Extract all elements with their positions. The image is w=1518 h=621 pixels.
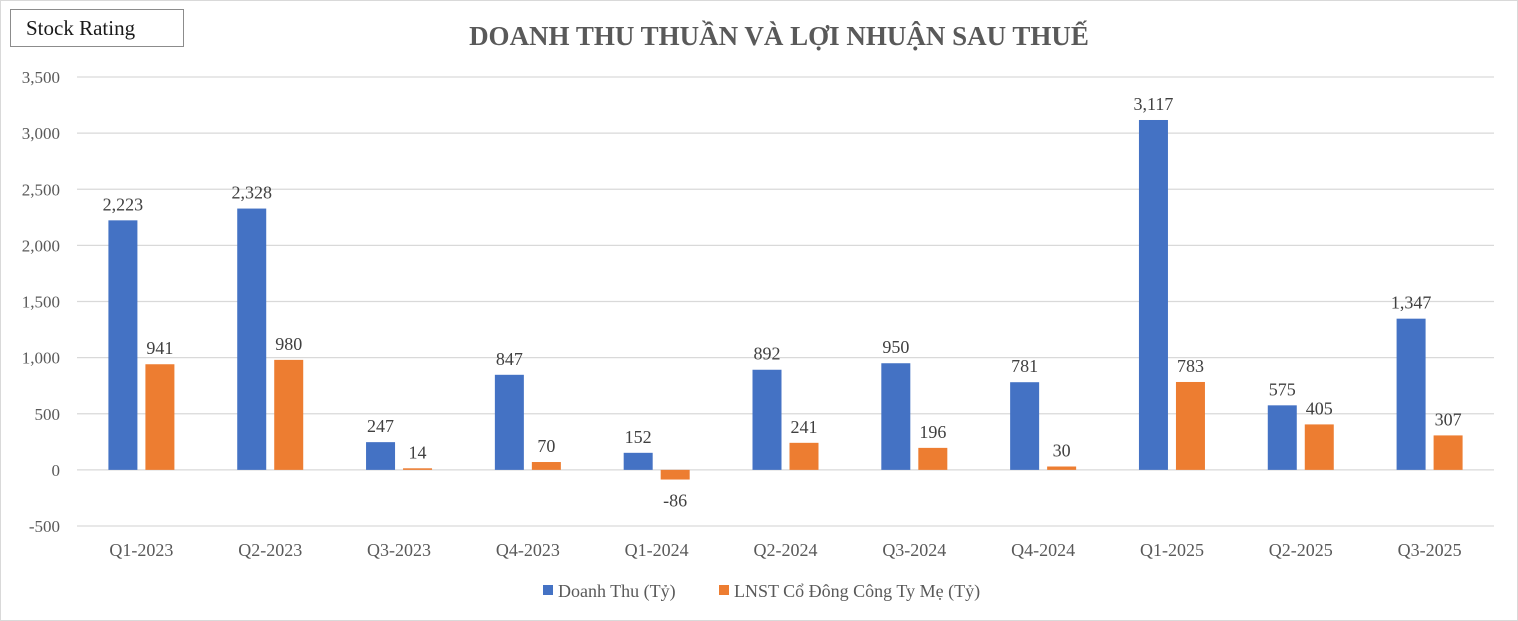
y-tick-label: 3,500: [22, 68, 60, 87]
x-tick-label: Q3-2023: [367, 540, 431, 560]
data-label: 783: [1177, 356, 1204, 376]
bar-doanh-thu-q2-2023: [237, 208, 267, 470]
x-tick-label: Q4-2024: [1011, 540, 1075, 560]
data-label: 307: [1435, 409, 1462, 429]
data-label: 575: [1269, 379, 1296, 399]
bar-lnst-q3-2025: [1433, 435, 1463, 470]
y-tick-label: 2,500: [22, 180, 60, 199]
legend-swatch: [543, 585, 553, 595]
bar-doanh-thu-q2-2024: [752, 369, 782, 470]
y-tick-label: 1,500: [22, 293, 60, 312]
y-tick-label: 500: [35, 405, 61, 424]
bar-doanh-thu-q2-2025: [1267, 405, 1297, 470]
x-tick-label: Q2-2025: [1269, 540, 1333, 560]
x-tick-label: Q2-2024: [754, 540, 818, 560]
bar-doanh-thu-q1-2023: [108, 220, 138, 470]
data-label: 405: [1306, 398, 1333, 418]
bar-lnst-q2-2024: [789, 442, 819, 470]
data-label: 941: [146, 338, 173, 358]
bar-lnst-q1-2024: [660, 469, 690, 480]
legend: Doanh Thu (Tỷ) LNST Cổ Đông Công Ty Mẹ (T…: [543, 581, 980, 602]
bar-lnst-q1-2025: [1175, 381, 1205, 470]
data-label: -86: [663, 491, 687, 511]
data-label: 30: [1053, 441, 1071, 461]
x-tick-label: Q4-2023: [496, 540, 560, 560]
bar-doanh-thu-q4-2023: [494, 374, 524, 470]
bar-doanh-thu-q1-2024: [623, 452, 653, 470]
data-label: 2,328: [231, 183, 272, 203]
bar-lnst-q4-2023: [531, 462, 561, 470]
gridlines: [77, 76, 1494, 527]
y-axis: -500 0 500 1,000 1,500 2,000 2,500 3,000 3,500: [22, 68, 60, 536]
x-tick-label: Q2-2023: [238, 540, 302, 560]
legend-swatch: [719, 585, 729, 595]
data-label: 950: [882, 337, 909, 357]
x-tick-label: Q1-2024: [625, 540, 689, 560]
data-label: 847: [496, 349, 523, 369]
bar-lnst-q2-2023: [274, 359, 304, 470]
bar-lnst-q3-2024: [918, 447, 948, 470]
y-tick-label: 3,000: [22, 124, 60, 143]
data-label: 247: [367, 416, 394, 436]
legend-label: LNST Cổ Đông Công Ty Mẹ (Tỷ): [734, 581, 980, 602]
y-tick-label: 2,000: [22, 236, 60, 255]
data-label: 70: [537, 436, 555, 456]
y-tick-label: 0: [52, 461, 61, 480]
bars: 2,223 941 2,328 980 247 14 847 70 152 -86 892 241 95…: [103, 94, 1463, 511]
bar-lnst-q4-2024: [1047, 466, 1077, 470]
data-label: 196: [919, 422, 946, 442]
bar-lnst-q2-2025: [1304, 424, 1334, 470]
x-tick-label: Q3-2024: [882, 540, 946, 560]
x-tick-label: Q3-2025: [1398, 540, 1462, 560]
bar-lnst-q3-2023: [403, 468, 433, 470]
data-label: 2,223: [103, 194, 144, 214]
x-axis: Q1-2023 Q2-2023 Q3-2023 Q4-2023 Q1-2024 Q2-20…: [109, 540, 1461, 560]
x-tick-label: Q1-2023: [109, 540, 173, 560]
bar-lnst-q1-2023: [145, 364, 175, 470]
data-label: 892: [754, 344, 781, 364]
x-tick-label: Q1-2025: [1140, 540, 1204, 560]
data-label: 781: [1011, 356, 1038, 376]
bar-doanh-thu-q3-2025: [1396, 318, 1426, 470]
data-label: 241: [791, 417, 818, 437]
bar-doanh-thu-q3-2024: [881, 363, 911, 470]
bar-doanh-thu-q4-2024: [1010, 382, 1040, 470]
bar-doanh-thu-q3-2023: [366, 442, 396, 470]
data-label: 1,347: [1391, 293, 1432, 313]
bar-doanh-thu-q1-2025: [1138, 119, 1168, 470]
data-label: 152: [625, 427, 652, 447]
y-tick-label: -500: [29, 517, 60, 536]
stock-rating-badge: Stock Rating: [10, 9, 184, 47]
data-label: 14: [409, 442, 427, 462]
chart-title: DOANH THU THUẦN VÀ LỢI NHUẬN SAU THUẾ: [469, 20, 1089, 51]
y-tick-label: 1,000: [22, 349, 60, 368]
data-label: 980: [275, 334, 302, 354]
data-label: 3,117: [1134, 94, 1174, 114]
legend-label: Doanh Thu (Tỷ): [558, 581, 676, 602]
